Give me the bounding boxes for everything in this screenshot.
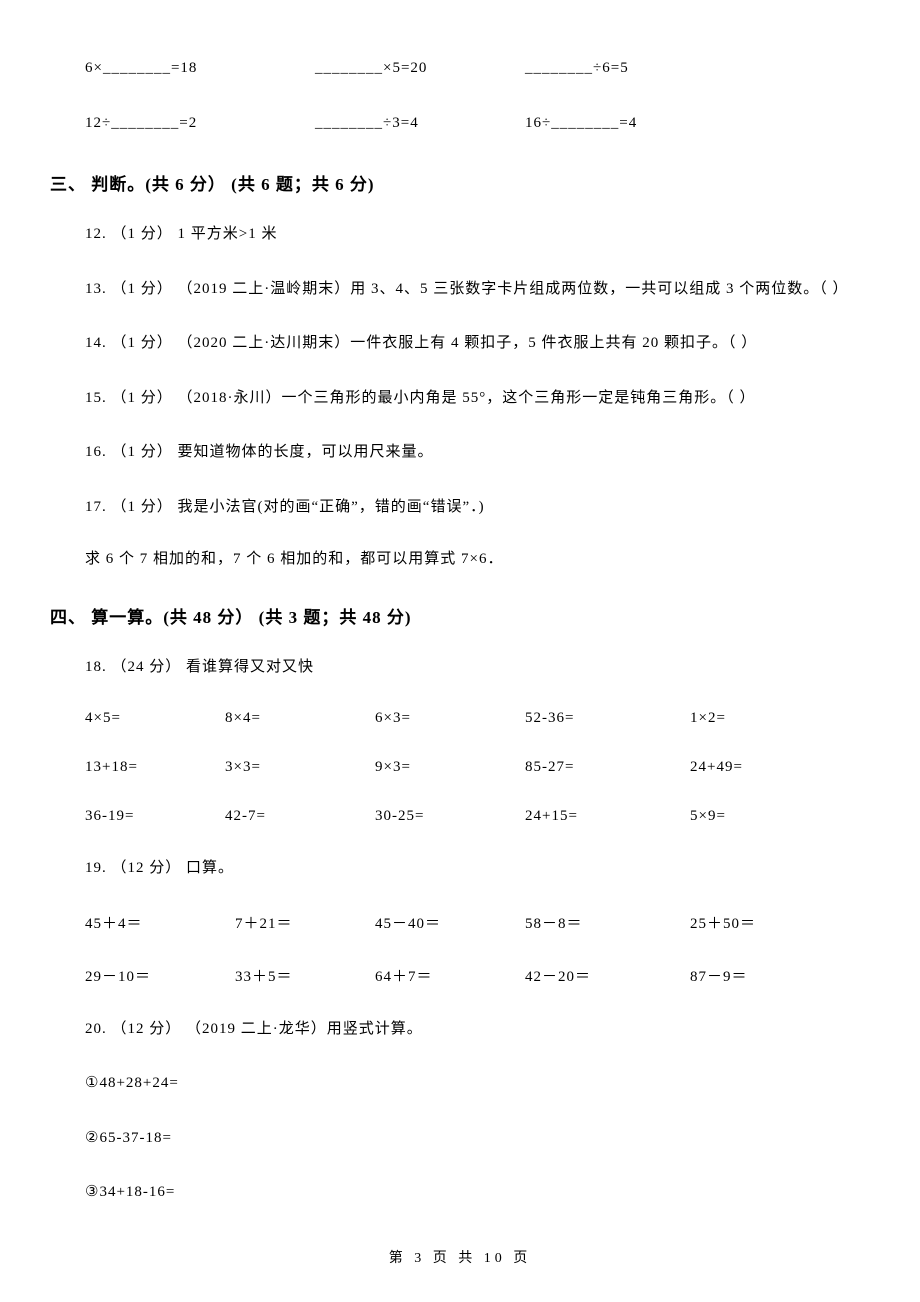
- calc-cell: 45＋4＝: [85, 912, 235, 933]
- calc-cell: 42-7=: [225, 808, 375, 825]
- question-15: 15. （1 分） （2018·永川）一个三角形的最小内角是 55°，这个三角形…: [85, 387, 870, 410]
- calc-cell: 33＋5＝: [235, 965, 375, 986]
- calc-cell: 5×9=: [690, 808, 810, 825]
- page-footer: 第 3 页 共 10 页: [0, 1247, 920, 1267]
- q20-item-3: ③34+18-16=: [85, 1181, 870, 1204]
- calc-cell: 30-25=: [375, 808, 525, 825]
- calc-cell: 64＋7＝: [375, 965, 525, 986]
- fill-blank-cell: ________×5=20: [315, 60, 525, 77]
- calc-cell: 25＋50＝: [690, 912, 810, 933]
- calc-cell: 58－8＝: [525, 912, 690, 933]
- q20-item-2: ②65-37-18=: [85, 1127, 870, 1150]
- calc-cell: 8×4=: [225, 710, 375, 727]
- calc-cell: 6×3=: [375, 710, 525, 727]
- question-14: 14. （1 分） （2020 二上·达川期末）一件衣服上有 4 颗扣子，5 件…: [85, 332, 870, 355]
- q18-row-1: 4×5= 8×4= 6×3= 52-36= 1×2=: [85, 710, 870, 727]
- section-3-header: 三、 判断。(共 6 分） (共 6 题；共 6 分): [50, 170, 870, 195]
- q20-item-1: ①48+28+24=: [85, 1072, 870, 1095]
- calc-cell: 29－10＝: [85, 965, 235, 986]
- section-4-header: 四、 算一算。(共 48 分） (共 3 题；共 48 分): [50, 603, 870, 628]
- question-16: 16. （1 分） 要知道物体的长度，可以用尺来量。: [85, 441, 870, 464]
- q19-row-1: 45＋4＝ 7＋21＝ 45－40＝ 58－8＝ 25＋50＝: [85, 912, 870, 933]
- question-19-header: 19. （12 分） 口算。: [85, 857, 870, 880]
- calc-cell: 9×3=: [375, 759, 525, 776]
- fill-blank-cell: 16÷________=4: [525, 115, 725, 132]
- calc-cell: 1×2=: [690, 710, 810, 727]
- q19-row-2: 29－10＝ 33＋5＝ 64＋7＝ 42－20＝ 87－9＝: [85, 965, 870, 986]
- fill-blank-cell: ________÷6=5: [525, 60, 725, 77]
- calc-cell: 7＋21＝: [235, 912, 375, 933]
- calc-cell: 87－9＝: [690, 965, 810, 986]
- question-12: 12. （1 分） 1 平方米>1 米: [85, 223, 870, 246]
- fill-blank-cell: 12÷________=2: [85, 115, 315, 132]
- fill-blank-row-1: 6×________=18 ________×5=20 ________÷6=5: [85, 60, 870, 77]
- calc-cell: 4×5=: [85, 710, 225, 727]
- question-17: 17. （1 分） 我是小法官(对的画“正确”，错的画“错误”．): [85, 496, 870, 519]
- question-18-header: 18. （24 分） 看谁算得又对又快: [85, 656, 870, 679]
- calc-cell: 3×3=: [225, 759, 375, 776]
- question-17-cont: 求 6 个 7 相加的和，7 个 6 相加的和，都可以用算式 7×6．: [85, 548, 870, 571]
- fill-blank-cell: ________÷3=4: [315, 115, 525, 132]
- question-13: 13. （1 分） （2019 二上·温岭期末）用 3、4、5 三张数字卡片组成…: [85, 278, 870, 301]
- calc-cell: 85-27=: [525, 759, 690, 776]
- question-20-header: 20. （12 分） （2019 二上·龙华）用竖式计算。: [85, 1018, 870, 1041]
- calc-cell: 24+49=: [690, 759, 810, 776]
- calc-cell: 24+15=: [525, 808, 690, 825]
- q18-row-2: 13+18= 3×3= 9×3= 85-27= 24+49=: [85, 759, 870, 776]
- calc-cell: 42－20＝: [525, 965, 690, 986]
- fill-blank-cell: 6×________=18: [85, 60, 315, 77]
- fill-blank-row-2: 12÷________=2 ________÷3=4 16÷________=4: [85, 115, 870, 132]
- q18-row-3: 36-19= 42-7= 30-25= 24+15= 5×9=: [85, 808, 870, 825]
- calc-cell: 45－40＝: [375, 912, 525, 933]
- calc-cell: 36-19=: [85, 808, 225, 825]
- calc-cell: 13+18=: [85, 759, 225, 776]
- calc-cell: 52-36=: [525, 710, 690, 727]
